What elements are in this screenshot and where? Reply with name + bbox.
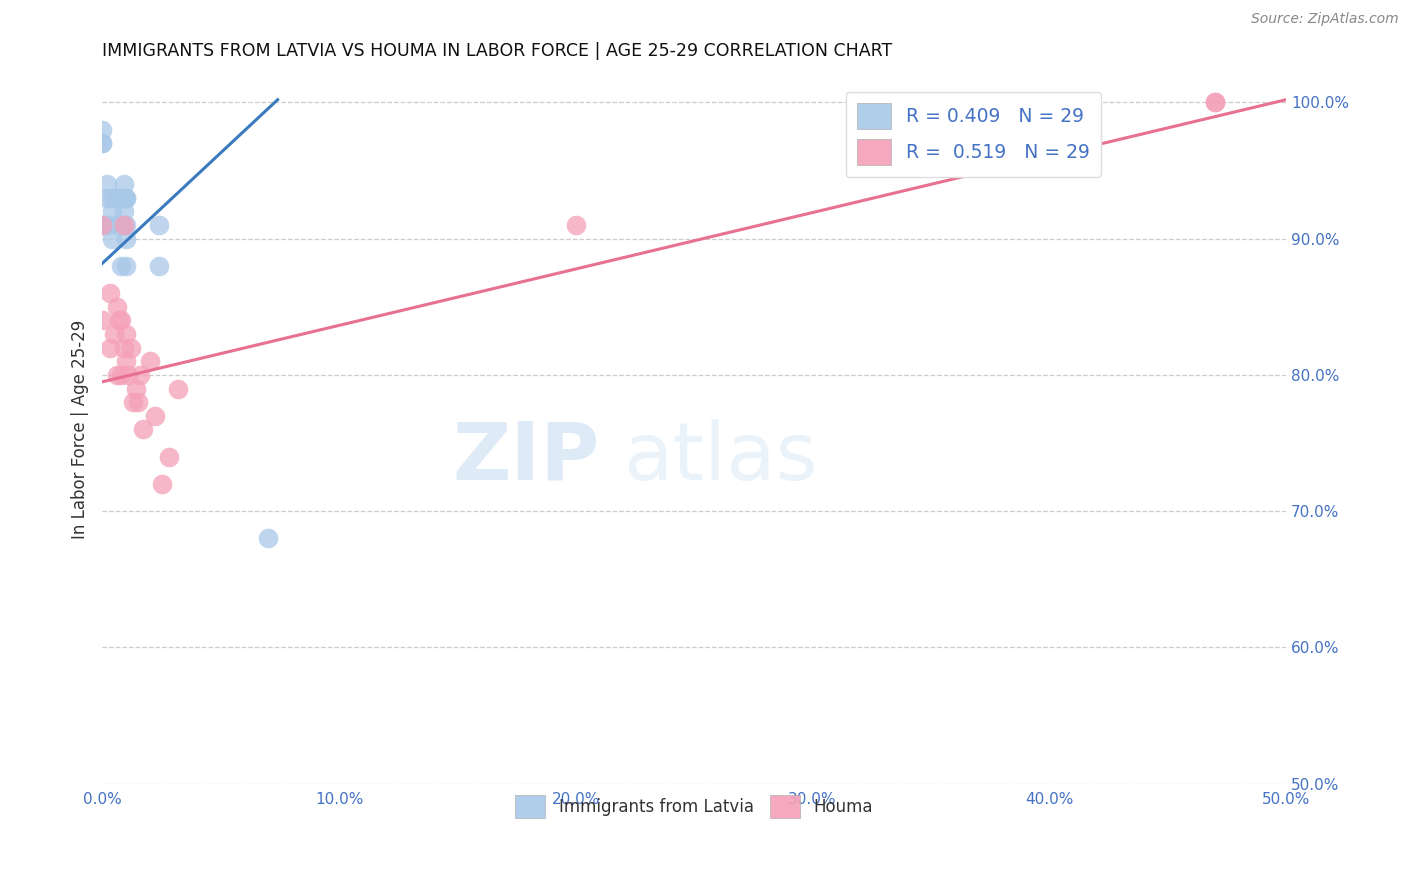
Point [157, 450, 180, 464]
Point [127, 395, 149, 409]
Text: ZIP: ZIP [453, 419, 599, 497]
Point [1204, 95, 1226, 110]
Point [110, 313, 132, 327]
Point [112, 191, 135, 205]
Point [257, 532, 280, 546]
Point [115, 191, 138, 205]
Text: atlas: atlas [623, 419, 817, 497]
Point [108, 313, 131, 327]
Point [565, 218, 588, 232]
Legend: Immigrants from Latvia, Houma: Immigrants from Latvia, Houma [509, 788, 880, 825]
Point [143, 409, 166, 423]
Y-axis label: In Labor Force | Age 25-29: In Labor Force | Age 25-29 [72, 320, 89, 539]
Point [167, 382, 190, 396]
Point [110, 259, 132, 273]
Point [96, 191, 118, 205]
Point [148, 259, 170, 273]
Point [91, 122, 114, 136]
Point [112, 218, 135, 232]
Text: Source: ZipAtlas.com: Source: ZipAtlas.com [1251, 12, 1399, 26]
Point [101, 232, 124, 246]
Point [120, 341, 142, 355]
Point [117, 368, 139, 382]
Point [91, 313, 114, 327]
Point [112, 204, 135, 219]
Point [148, 218, 170, 232]
Point [115, 327, 138, 342]
Point [91, 218, 114, 232]
Point [91, 136, 114, 151]
Point [124, 382, 146, 396]
Point [1204, 95, 1226, 110]
Point [91, 218, 114, 232]
Point [131, 422, 153, 436]
Point [112, 178, 135, 192]
Point [112, 341, 135, 355]
Text: IMMIGRANTS FROM LATVIA VS HOUMA IN LABOR FORCE | AGE 25-29 CORRELATION CHART: IMMIGRANTS FROM LATVIA VS HOUMA IN LABOR… [103, 42, 893, 60]
Point [91, 218, 114, 232]
Point [101, 191, 124, 205]
Point [115, 218, 138, 232]
Point [103, 327, 125, 342]
Point [110, 368, 132, 382]
Point [105, 191, 128, 205]
Point [129, 368, 152, 382]
Point [139, 354, 162, 368]
Point [115, 354, 138, 368]
Point [91, 136, 114, 151]
Point [96, 218, 118, 232]
Point [115, 232, 138, 246]
Point [98, 341, 121, 355]
Point [91, 218, 114, 232]
Point [150, 477, 173, 491]
Point [112, 218, 135, 232]
Point [115, 191, 138, 205]
Point [101, 204, 124, 219]
Point [115, 259, 138, 273]
Point [98, 286, 121, 301]
Point [96, 178, 118, 192]
Point [105, 368, 128, 382]
Point [108, 191, 131, 205]
Point [122, 395, 145, 409]
Point [112, 191, 135, 205]
Point [105, 218, 128, 232]
Point [105, 300, 128, 314]
